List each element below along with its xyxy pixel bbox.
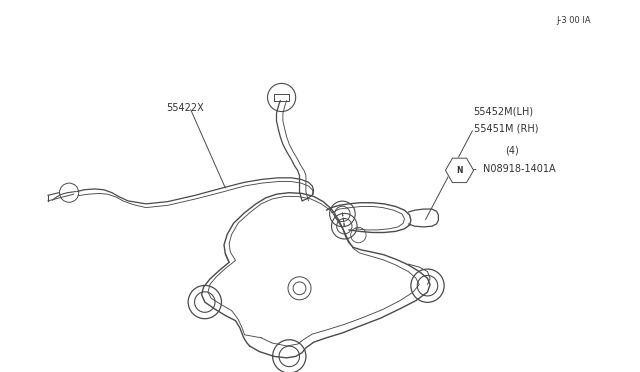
Text: 55451M (RH): 55451M (RH) bbox=[474, 124, 538, 133]
Text: J-3 00 IA: J-3 00 IA bbox=[557, 16, 591, 25]
Polygon shape bbox=[445, 158, 474, 183]
Text: 55422X: 55422X bbox=[166, 103, 204, 113]
Text: N08918-1401A: N08918-1401A bbox=[483, 164, 556, 174]
Text: 55452M(LH): 55452M(LH) bbox=[474, 107, 534, 116]
Text: (4): (4) bbox=[506, 146, 519, 155]
Text: N: N bbox=[456, 166, 463, 175]
